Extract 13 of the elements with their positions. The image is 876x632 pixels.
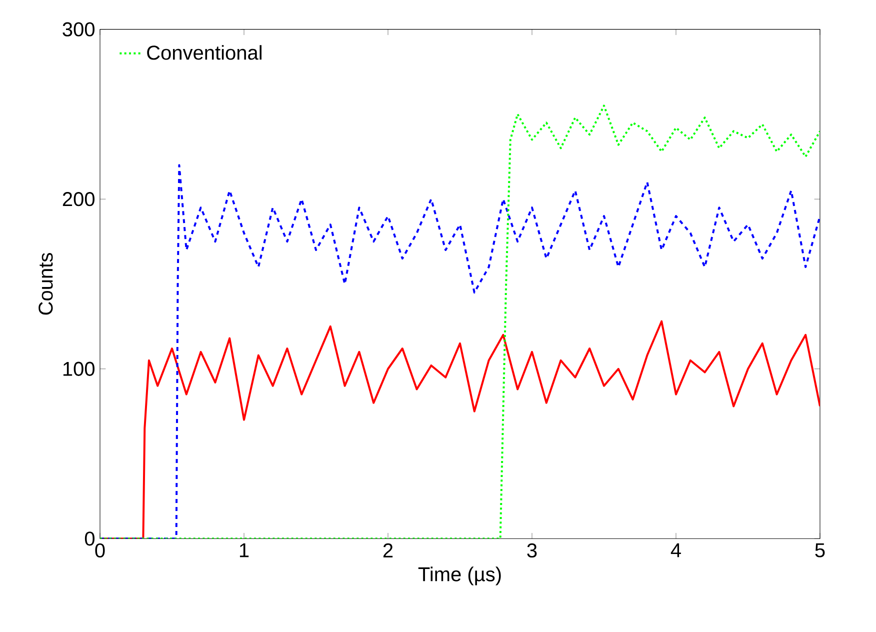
- x-tick-label: 5: [815, 543, 825, 558]
- x-tick-label: 1: [240, 543, 249, 558]
- y-tick-label: 300: [62, 22, 94, 36]
- y-axis-title: Counts: [38, 253, 53, 315]
- y-tick-label: 200: [62, 192, 94, 206]
- x-tick-label: 3: [527, 543, 537, 558]
- legend-label: Conventional: [147, 45, 262, 60]
- y-tick-label: 100: [63, 362, 94, 376]
- y-tick-label: 0: [84, 532, 94, 546]
- x-axis-title: Time (µs): [418, 566, 501, 586]
- x-tick-label: 4: [670, 543, 681, 558]
- x-tick-label: 0: [95, 543, 105, 558]
- x-tick-label: 2: [383, 543, 393, 558]
